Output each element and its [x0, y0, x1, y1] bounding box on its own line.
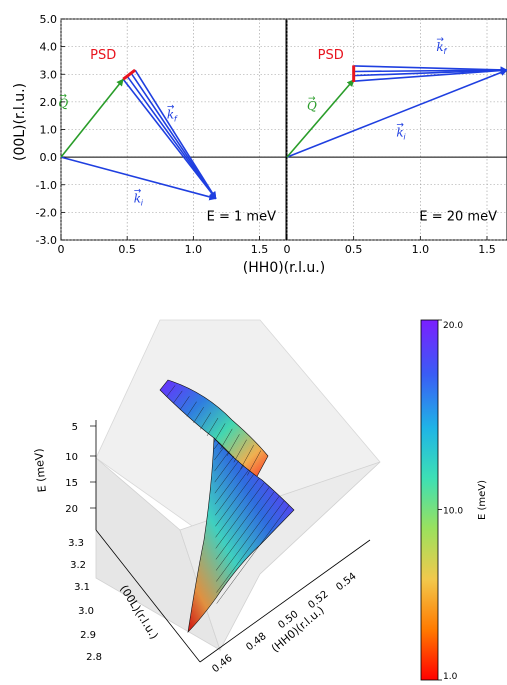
- colorbar-tick-label: 20.0: [443, 321, 463, 331]
- y-tick-label: -2.0: [36, 206, 57, 219]
- kf-arrow-accent: →: [167, 102, 175, 112]
- z-tick-label: 20: [65, 504, 78, 515]
- q-arrow-accent: →: [59, 91, 67, 101]
- y-tick-label-3d: 2.8: [86, 652, 102, 663]
- x-tick-label: 0.5: [345, 243, 363, 256]
- y-tick-label: 0.0: [40, 151, 58, 164]
- ki-arrow-accent: →: [134, 187, 142, 197]
- z-tick-label: 10: [65, 452, 78, 463]
- y-tick-label: 3.0: [40, 68, 58, 81]
- colorbar-tick-label: 10.0: [443, 506, 463, 516]
- energy-annotation: E = 1 meV: [207, 210, 276, 225]
- x-axis-label-3d: (HH0)(r.l.u.): [269, 604, 327, 656]
- x-tick-label: 0: [58, 243, 65, 256]
- y-tick-label-3d: 3.0: [78, 606, 94, 617]
- q-arrow-accent: →: [308, 94, 316, 104]
- colorbar-label: E (meV): [477, 480, 488, 520]
- psd-label: PSD: [318, 48, 344, 63]
- y-tick-label: 4.0: [40, 41, 58, 54]
- z-tick-label: 5: [72, 422, 78, 433]
- colorbar: 20.0 10.0 1.0 E (meV): [421, 320, 488, 681]
- x-tick-label-3d: 0.46: [210, 653, 234, 675]
- x-tick-label: 1.5: [478, 243, 496, 256]
- y-tick-label-3d: 3.1: [74, 582, 90, 593]
- x-tick-label-3d: 0.54: [334, 571, 358, 593]
- x-tick-label: 1.0: [185, 243, 203, 256]
- energy-annotation: E = 20 meV: [419, 210, 497, 225]
- left-panel: 5.0 4.0 3.0 2.0 1.0 0.0 -1.0 -2.0 -3.00 0.5 1.0 1.5…: [36, 13, 286, 256]
- x-tick-label-3d: 0.48: [244, 631, 268, 653]
- x-tick-label: 0: [284, 243, 291, 256]
- z-ticks: 5 10 15 20: [65, 422, 96, 515]
- y-tick-label: 2.0: [40, 96, 58, 109]
- z-tick-label: 15: [65, 478, 78, 489]
- y-tick-label: -3.0: [36, 234, 57, 247]
- y-tick-label-3d: 3.3: [68, 538, 84, 549]
- colorbar-gradient: [421, 320, 438, 680]
- z-axis-label: E (meV): [32, 448, 49, 493]
- ki-arrow-accent: →: [396, 120, 404, 130]
- psd-label: PSD: [90, 48, 116, 63]
- x-tick-label: 1.5: [251, 243, 269, 256]
- colorbar-tick-label: 1.0: [443, 672, 458, 681]
- colorbar-ticks: 20.0 10.0 1.0: [438, 320, 463, 681]
- x-tick-label: 1.0: [412, 243, 430, 256]
- kf-arrow-accent: →: [436, 35, 444, 45]
- y-tick-label: -1.0: [36, 179, 57, 192]
- y-tick-label: 5.0: [40, 13, 58, 26]
- y-tick-label: 1.0: [40, 124, 58, 137]
- shared-x-axis-label: (HH0)(r.l.u.): [243, 260, 325, 276]
- y-tick-label-3d: 3.2: [70, 560, 86, 571]
- left-y-axis-label: (00L)(r.l.u.): [12, 83, 28, 161]
- y-tick-label-3d: 2.9: [80, 630, 96, 641]
- x-tick-label: 0.5: [118, 243, 136, 256]
